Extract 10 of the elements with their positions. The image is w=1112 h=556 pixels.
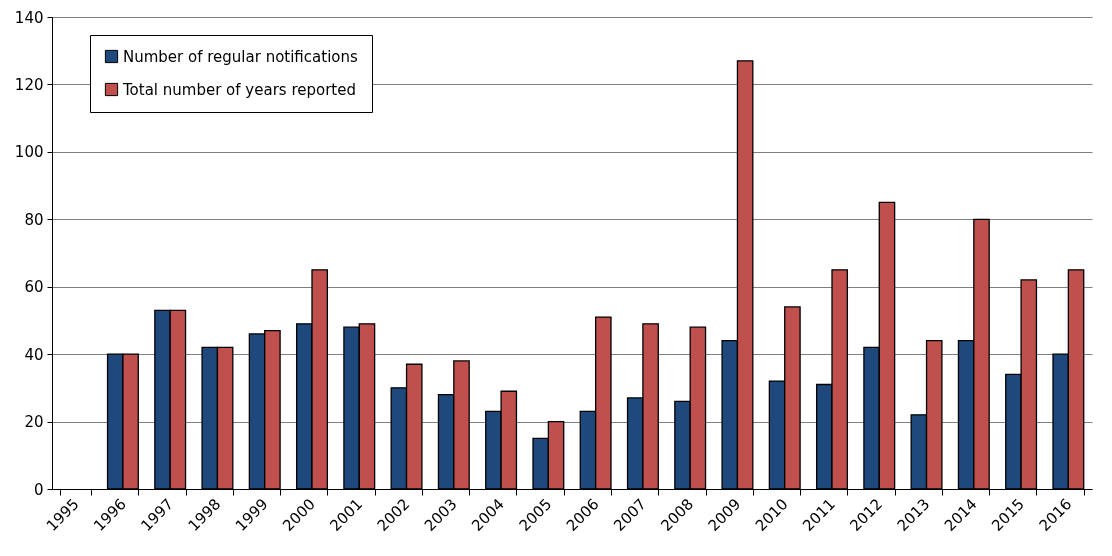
y-tick-label: 80 xyxy=(24,210,44,229)
y-tick-label: 60 xyxy=(24,278,44,297)
y-tick-label: 120 xyxy=(14,75,44,94)
y-tick-label: 20 xyxy=(24,413,44,432)
y-tick-label: 140 xyxy=(14,8,44,27)
y-tick-label: 100 xyxy=(14,143,44,162)
y-tick-label: 40 xyxy=(24,345,44,364)
legend-label: Number of regular notifications xyxy=(123,47,358,66)
legend-label: Total number of years reported xyxy=(122,80,356,99)
y-tick-label: 0 xyxy=(33,480,44,499)
